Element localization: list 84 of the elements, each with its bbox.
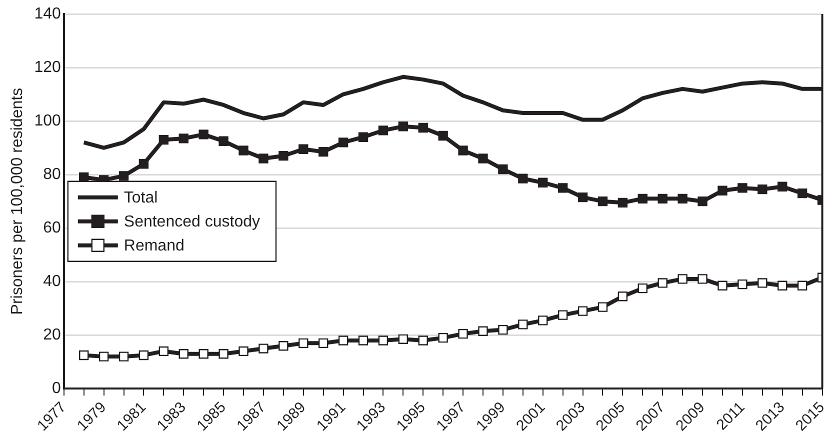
legend-label: Sentenced custody [124, 214, 260, 231]
y-axis-title: Prisoners per 100,000 residents [9, 88, 26, 315]
point [258, 344, 268, 354]
point [778, 182, 788, 192]
point [598, 196, 608, 206]
point [498, 164, 508, 174]
point [618, 292, 628, 302]
point [518, 174, 528, 184]
point [158, 134, 169, 145]
point [738, 183, 748, 193]
point [338, 138, 348, 148]
point [98, 352, 109, 362]
point [718, 186, 728, 196]
point [318, 146, 328, 157]
point [218, 136, 228, 146]
y-tick-label: 80 [43, 166, 61, 183]
y-tick-label: 140 [34, 5, 61, 22]
point [578, 192, 588, 202]
point [558, 310, 568, 320]
point [338, 336, 348, 346]
point [118, 171, 129, 181]
point [638, 194, 648, 204]
point [478, 154, 488, 164]
point [578, 306, 588, 316]
point [398, 122, 408, 132]
point [238, 146, 248, 156]
point [318, 338, 328, 348]
point [138, 350, 149, 360]
y-tick-label: 100 [34, 112, 61, 130]
point [298, 338, 308, 348]
point [698, 274, 708, 284]
point [178, 349, 188, 359]
y-tick-label: 20 [43, 326, 61, 344]
point [797, 188, 808, 198]
point [758, 278, 768, 288]
point [598, 302, 608, 312]
point [658, 278, 668, 288]
point [198, 130, 208, 140]
y-tick-label: 60 [43, 220, 61, 237]
point [678, 274, 688, 284]
point [538, 316, 548, 326]
point [738, 279, 748, 290]
point [558, 183, 568, 193]
point [678, 194, 688, 204]
point [438, 130, 448, 141]
legend-label: Remand [124, 238, 184, 255]
point [498, 324, 508, 335]
point [538, 178, 548, 188]
point [718, 280, 728, 290]
point [658, 194, 668, 204]
point [138, 159, 149, 169]
point [618, 198, 628, 208]
point [298, 144, 308, 154]
point [198, 349, 208, 359]
point [458, 146, 468, 156]
point [758, 184, 768, 194]
point [178, 134, 188, 144]
point [378, 336, 388, 346]
y-tick-label: 0 [52, 380, 61, 398]
point [79, 350, 89, 360]
point [398, 334, 408, 344]
point [358, 132, 368, 142]
point [458, 328, 468, 339]
point [638, 283, 648, 294]
point [418, 122, 428, 133]
point [518, 320, 528, 330]
point [238, 346, 248, 356]
point [378, 126, 388, 136]
point [478, 326, 488, 336]
point [438, 332, 448, 343]
point [418, 336, 428, 346]
y-tick-label: 40 [43, 273, 61, 290]
y-tick-label: 120 [34, 58, 61, 76]
point [258, 154, 268, 164]
point [797, 280, 808, 290]
point [278, 151, 288, 161]
point [118, 352, 129, 362]
point [218, 349, 228, 359]
point [698, 196, 708, 206]
point [358, 336, 368, 346]
legend-label: Total [124, 190, 158, 207]
point [278, 341, 288, 351]
point [778, 280, 788, 290]
point [158, 346, 169, 356]
